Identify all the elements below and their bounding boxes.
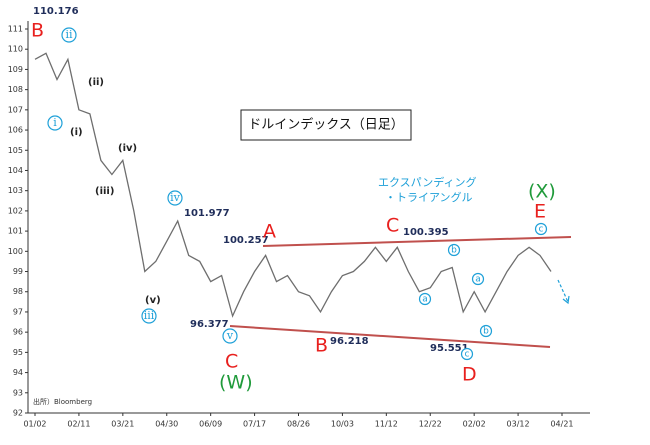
wave-circle: [534, 222, 548, 236]
x-tick-label: 02/02: [463, 420, 486, 429]
wave-circle: [471, 272, 485, 286]
x-tick-label: 12/22: [419, 420, 442, 429]
annotation: A: [263, 221, 276, 243]
wave-circle: [447, 243, 461, 257]
wave-circle: [460, 347, 474, 361]
annotation: b: [451, 246, 457, 256]
y-tick-label: 100: [8, 247, 23, 256]
annotations: 110.176 B ii i (i) (ii) (iii) (iv) (v) i…: [31, 6, 556, 406]
x-tick-label: 11/12: [375, 420, 398, 429]
x-tick-label: 01/02: [23, 420, 46, 429]
wave-circle: [167, 190, 183, 206]
annotation: i: [53, 116, 57, 129]
wave-circle: [47, 115, 63, 131]
annotation: (X): [528, 181, 556, 203]
wave-circle: [141, 308, 157, 324]
annotation: c: [539, 225, 544, 235]
price-line: [34, 52, 552, 318]
y-tick-label: 109: [8, 65, 23, 74]
source-note: 出所）Bloomberg: [33, 397, 92, 406]
annotation: iv: [170, 191, 181, 204]
annotation: ・トライアングル: [385, 190, 473, 204]
annotation: (i): [70, 127, 83, 138]
wave-circle: [479, 324, 493, 338]
y-tick-label: 98: [13, 287, 23, 296]
y-tick-label: 96: [13, 328, 23, 337]
y-tick-label: 95: [13, 348, 23, 357]
x-tick-label: 04/21: [550, 420, 573, 429]
wave-circle: [61, 27, 77, 43]
annotation: C: [386, 215, 399, 237]
x-tick-label: 08/26: [287, 420, 310, 429]
y-tick-label: 103: [8, 186, 23, 195]
annotation: E: [534, 201, 546, 223]
annotation: 96.377: [190, 319, 229, 330]
annotation: 96.218: [330, 336, 369, 347]
annotation: 100.257: [223, 235, 269, 246]
upper-trendline: [262, 236, 572, 247]
annotation: 95.551: [430, 343, 469, 354]
y-tick-label: 99: [13, 267, 23, 276]
annotation: c: [465, 350, 470, 360]
x-tick-label: 06/09: [199, 420, 222, 429]
annotation: B: [31, 20, 44, 42]
y-tick-label: 105: [8, 146, 23, 155]
annotation: 110.176: [33, 6, 79, 17]
y-tick-label: 111: [8, 25, 23, 34]
y-tick-label: 94: [13, 368, 23, 377]
x-tick-label: 07/17: [243, 420, 266, 429]
y-tick-label: 92: [13, 409, 23, 418]
y-tick-label: 108: [8, 85, 23, 94]
lower-trendline: [229, 325, 551, 348]
wave-circle: [222, 328, 238, 344]
y-tick-label: 101: [8, 227, 23, 236]
y-tick-label: 104: [8, 166, 23, 175]
x-tick-label: 04/30: [155, 420, 178, 429]
y-tick-label: 107: [8, 105, 23, 114]
annotation: (v): [145, 295, 161, 306]
y-tick-label: 102: [8, 206, 23, 215]
annotation: (ii): [88, 77, 104, 88]
annotation: a: [422, 295, 428, 305]
annotation: v: [226, 329, 234, 342]
annotation: a: [475, 275, 481, 285]
annotation: iii: [144, 309, 155, 322]
annotation: b: [483, 327, 489, 337]
x-tick-label: 03/12: [507, 420, 530, 429]
y-tick-label: 97: [13, 307, 23, 316]
annotation: (iii): [95, 186, 114, 197]
y-tick-label: 110: [8, 45, 23, 54]
annotation: C: [225, 351, 238, 373]
annotation: D: [462, 364, 477, 386]
y-tick-label: 93: [13, 388, 23, 397]
annotation: 100.395: [403, 227, 449, 238]
title-box: [240, 109, 412, 141]
x-tick-label: 03/21: [111, 420, 134, 429]
chart-title: ドルインデックス（日足）: [248, 117, 404, 133]
annotation: ii: [65, 28, 73, 41]
annotation: (iv): [118, 143, 137, 154]
annotation: 101.977: [184, 208, 230, 219]
annotation: (W): [219, 372, 253, 394]
annotation: エクスパンディング: [378, 175, 476, 189]
forecast-arrow: [557, 279, 569, 303]
arrow-head: [562, 295, 570, 305]
annotation: B: [315, 335, 328, 357]
y-tick-label: 106: [8, 126, 23, 135]
x-tick-label: 10/03: [331, 420, 354, 429]
wave-circle: [418, 292, 432, 306]
x-tick-label: 02/11: [67, 420, 90, 429]
